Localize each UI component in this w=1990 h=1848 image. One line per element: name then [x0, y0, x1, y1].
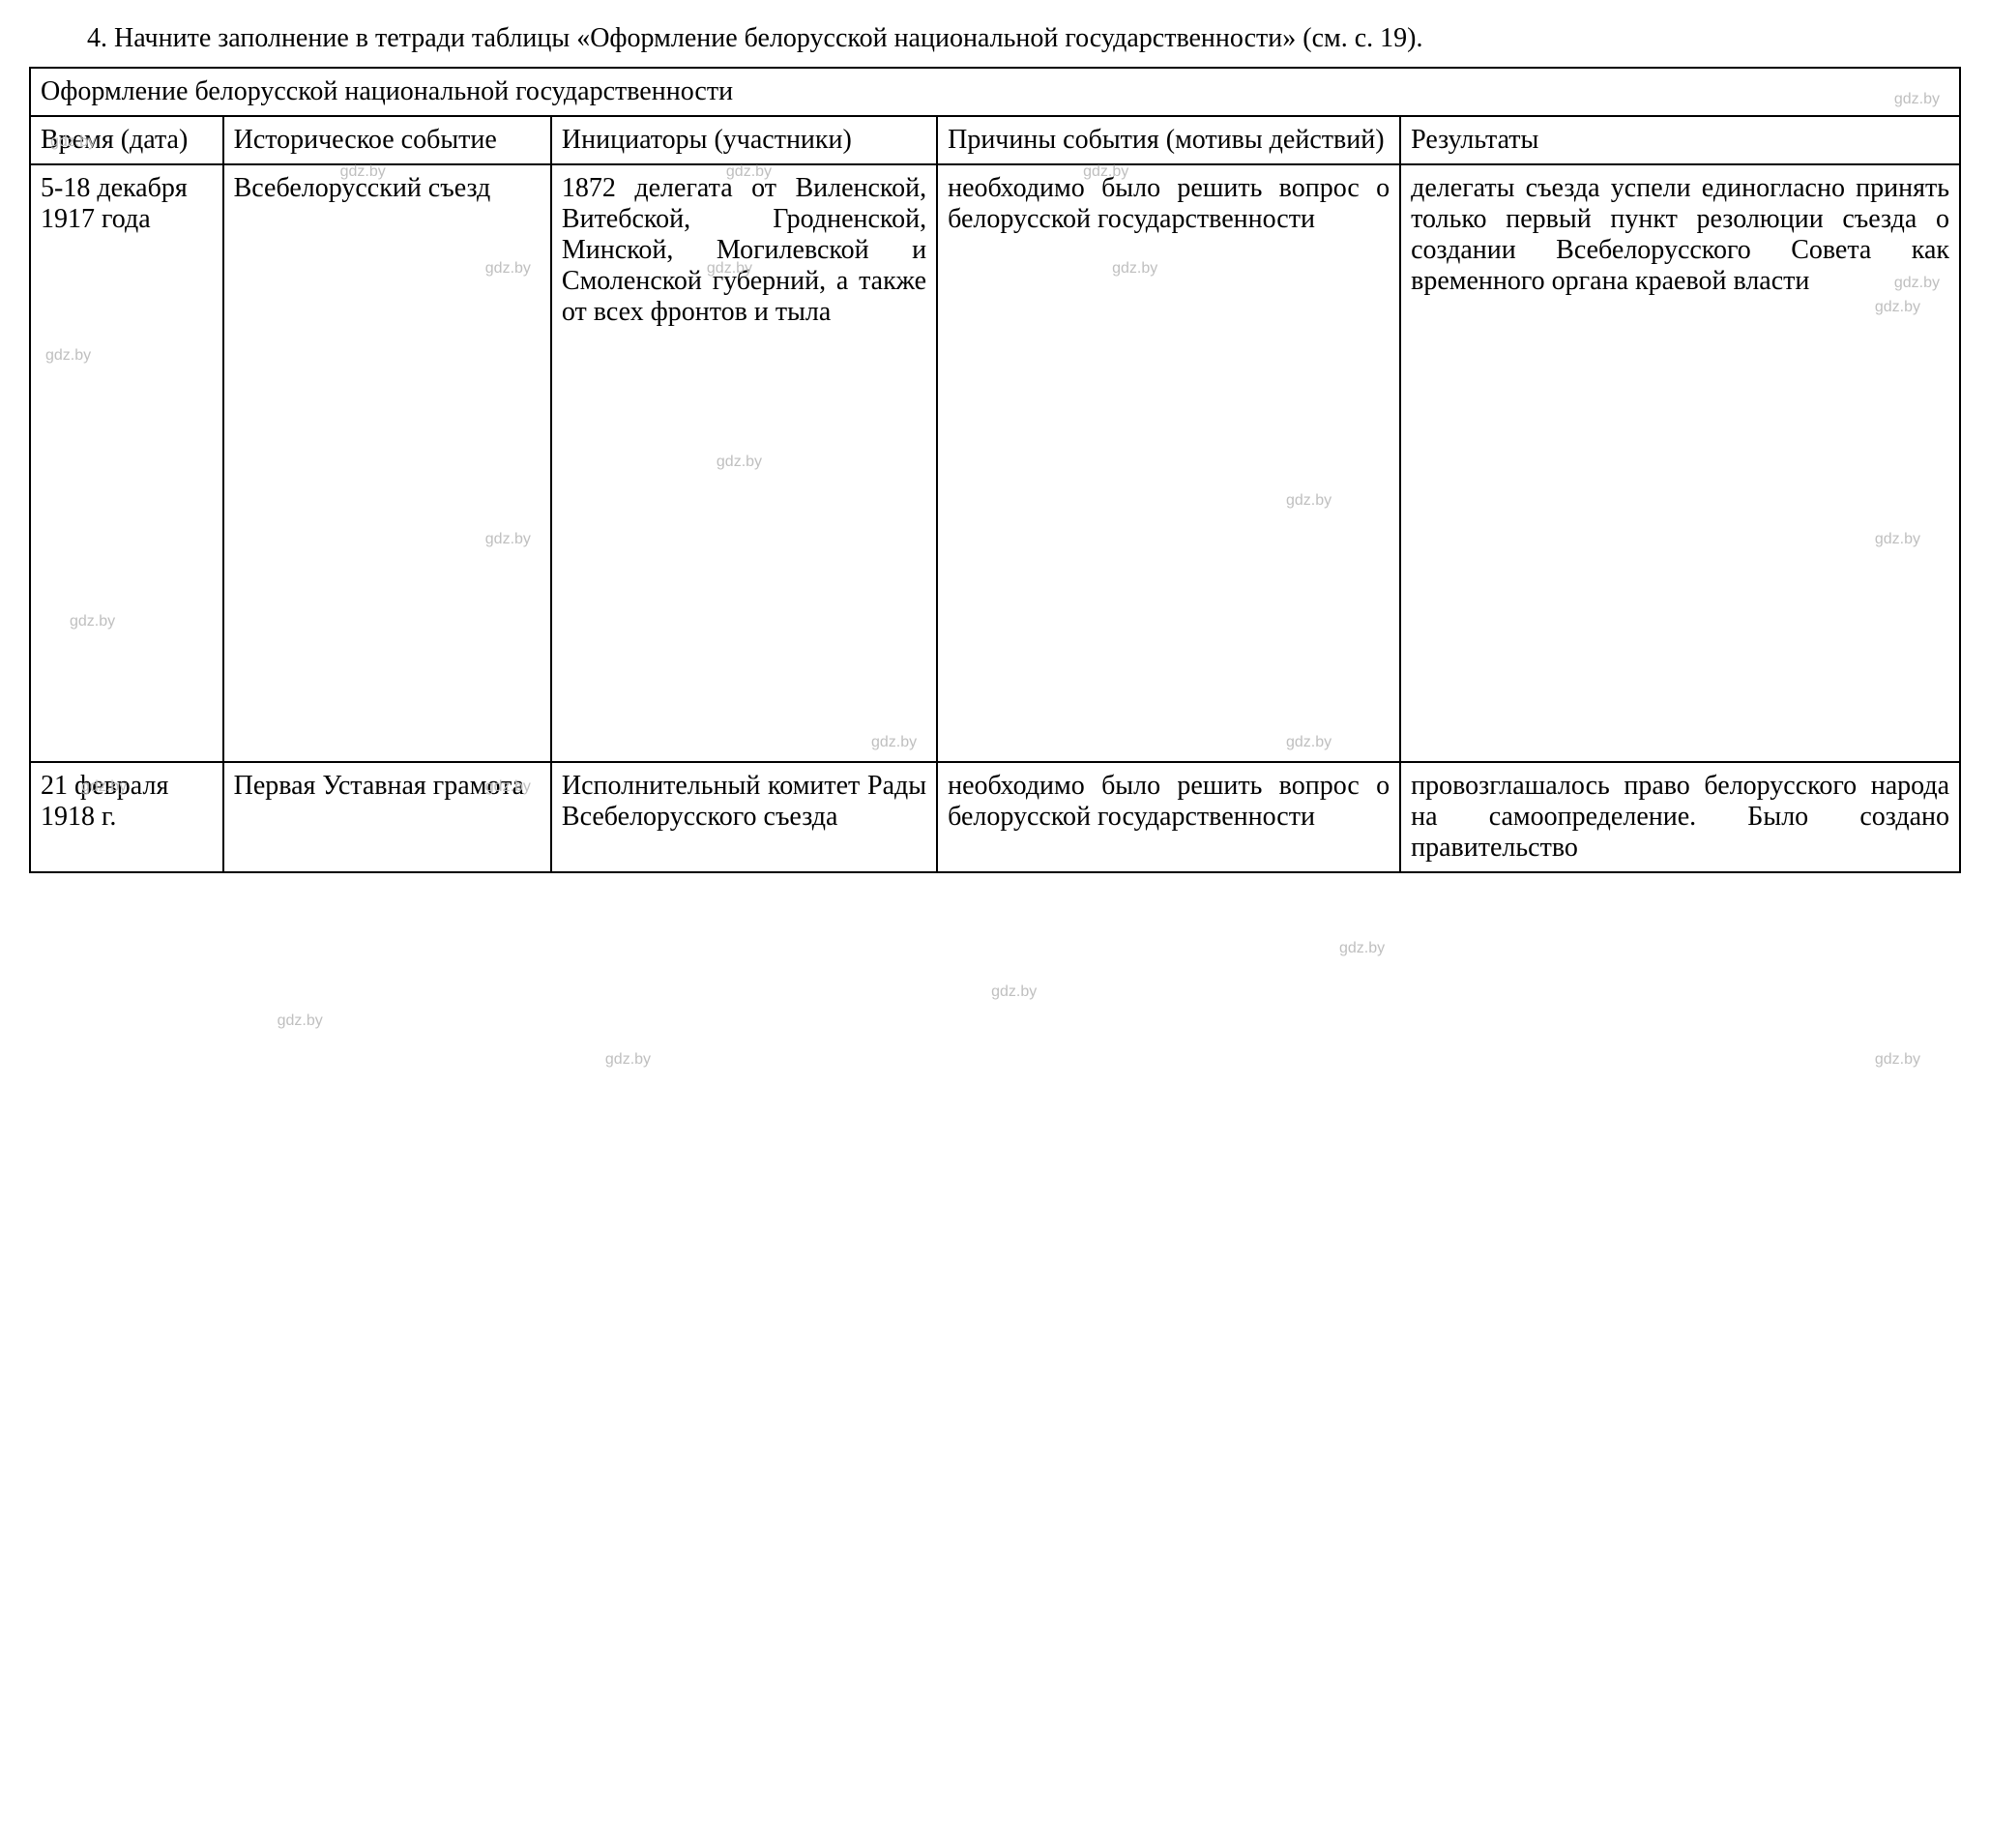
watermark: gdz.by	[717, 454, 762, 471]
cell-reasons: необходимо было решить вопрос о белорусс…	[937, 164, 1400, 762]
cell-event: Всебелорусский съезд gdz.by gdz.by	[223, 164, 551, 762]
cell-content-text: делегаты съезда успели единогласно приня…	[1411, 173, 1949, 296]
cell-event: Первая Уставная грамота gdz.by gdz.by	[223, 762, 551, 872]
cell-reasons: необходимо было решить вопрос о белорусс…	[937, 762, 1400, 872]
watermark: gdz.by	[278, 1012, 323, 1030]
cell-content-text: Всебелорусский съезд	[234, 173, 491, 203]
watermark: gdz.by	[991, 983, 1037, 1001]
watermark: gdz.by	[485, 531, 531, 548]
cell-content-text: 21 февраля 1918 г.	[41, 771, 168, 832]
table-row: 5-18 декабря 1917 года gdz.by gdz.by Все…	[30, 164, 1960, 762]
watermark: gdz.by	[70, 613, 115, 631]
table-title-cell: Оформление белорусской национальной госу…	[30, 68, 1960, 116]
watermark: gdz.by	[1339, 940, 1385, 957]
watermark: gdz.by	[1875, 1051, 1920, 1069]
cell-content-text: 1872 делегата от Виленской, Витебской, Г…	[562, 173, 926, 327]
watermark: gdz.by	[1894, 275, 1940, 292]
cell-initiators: Исполнительный комитет Рады Всебелорусск…	[551, 762, 937, 872]
watermark: gdz.by	[605, 1051, 651, 1069]
watermark: gdz.by	[1875, 299, 1920, 316]
watermark: gdz.by	[485, 260, 531, 278]
header-results: Результаты	[1400, 116, 1960, 164]
header-time: Время (дата) gdz.by	[30, 116, 223, 164]
task-instruction: 4. Начните заполнение в тетради таблицы …	[29, 19, 1961, 57]
cell-time: 5-18 декабря 1917 года gdz.by gdz.by	[30, 164, 223, 762]
cell-content-text: Исполнительный комитет Рады Всебелорусск…	[562, 771, 926, 832]
cell-content-text: провозглашалось право белорусского народ…	[1411, 771, 1949, 863]
cell-content-text: 5-18 декабря 1917 года	[41, 173, 188, 234]
header-event-label: Историческое событие	[234, 125, 497, 155]
header-reasons: Причины события (мотивы действий) gdz.by	[937, 116, 1400, 164]
table-header-row: Время (дата) gdz.by Историческое событие…	[30, 116, 1960, 164]
table-title: Оформление белорусской национальной госу…	[41, 76, 733, 106]
cell-initiators: 1872 делегата от Виленской, Витебской, Г…	[551, 164, 937, 762]
header-reasons-label: Причины события (мотивы действий)	[948, 125, 1384, 155]
header-initiators-label: Инициаторы (участники)	[562, 125, 852, 155]
header-event: Историческое событие gdz.by	[223, 116, 551, 164]
header-initiators: Инициаторы (участники) gdz.by	[551, 116, 937, 164]
cell-results: делегаты съезда успели единогласно приня…	[1400, 164, 1960, 762]
cell-content-text: необходимо было решить вопрос о белорусс…	[948, 771, 1390, 832]
table-row: 21 февраля 1918 г. gdz.by Первая Уставна…	[30, 762, 1960, 872]
header-results-label: Результаты	[1411, 125, 1538, 155]
cell-content-text: необходимо было решить вопрос о белорусс…	[948, 173, 1390, 234]
watermark: gdz.by	[45, 347, 91, 365]
watermark: gdz.by	[1112, 260, 1157, 278]
cell-results: провозглашалось право белорусского народ…	[1400, 762, 1960, 872]
watermark: gdz.by	[1875, 531, 1920, 548]
cell-time: 21 февраля 1918 г. gdz.by	[30, 762, 223, 872]
watermark: gdz.by	[1286, 492, 1332, 510]
cell-content-text: Первая Уставная грамота	[234, 771, 524, 801]
header-time-label: Время (дата)	[41, 125, 188, 155]
watermark: gdz.by	[1286, 734, 1332, 751]
watermark: gdz.by	[871, 734, 917, 751]
table-title-row: Оформление белорусской национальной госу…	[30, 68, 1960, 116]
watermark: gdz.by	[1894, 91, 1940, 108]
statehood-table: Оформление белорусской национальной госу…	[29, 67, 1961, 873]
